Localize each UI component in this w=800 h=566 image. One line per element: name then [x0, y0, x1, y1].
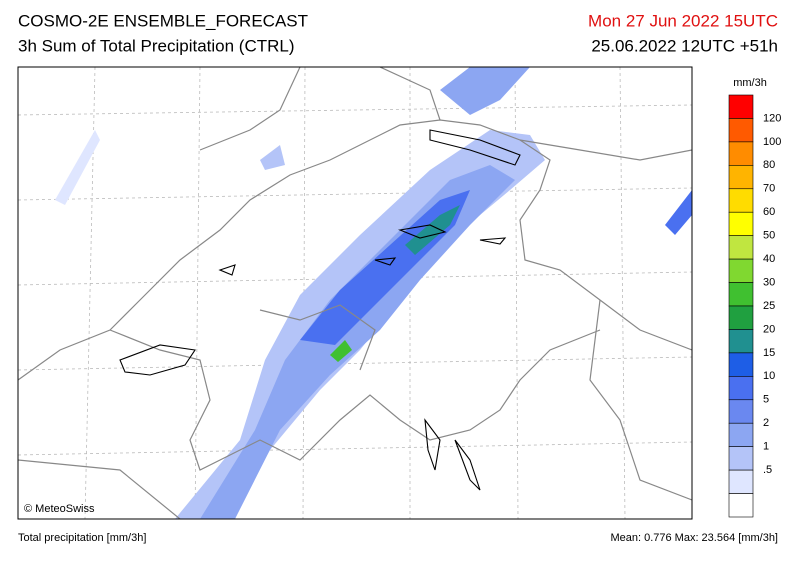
title: COSMO-2E ENSEMBLE_FORECAST [18, 11, 308, 30]
legend-label: 2 [763, 417, 769, 429]
legend-swatch [728, 235, 754, 260]
legend-label: 40 [763, 253, 775, 265]
legend-swatch [728, 188, 754, 213]
legend-swatch [728, 352, 754, 377]
legend-swatch [728, 94, 754, 119]
legend-swatch [728, 282, 754, 307]
legend-unit: mm/3h [733, 77, 767, 89]
legend-label: 80 [763, 159, 775, 171]
legend-swatch [728, 141, 754, 166]
legend-label: 10 [763, 370, 775, 382]
legend-swatch [728, 258, 754, 283]
valid-time: Mon 27 Jun 2022 15UTC [588, 11, 778, 30]
legend-swatch [728, 329, 754, 354]
legend-swatch [728, 493, 754, 518]
legend-label: 5 [763, 394, 769, 406]
legend-label: 60 [763, 206, 775, 218]
legend-swatch [728, 422, 754, 447]
legend-label: 15 [763, 347, 775, 359]
footer-left: Total precipitation [mm/3h] [18, 532, 146, 544]
legend: mm/3h 120 100 80 70 60 50 40 30 25 20 15 10 5 2 1 .5 [728, 77, 781, 518]
footer-right: Mean: 0.776 Max: 23.564 [mm/3h] [610, 532, 778, 544]
legend-swatch [728, 165, 754, 190]
legend-swatch [728, 305, 754, 330]
legend-label: 1 [763, 441, 769, 453]
legend-label: 25 [763, 300, 775, 312]
legend-label: 30 [763, 276, 775, 288]
subtitle: 3h Sum of Total Precipitation (CTRL) [18, 36, 295, 55]
legend-label: 20 [763, 323, 775, 335]
map: © MeteoSwiss [17, 66, 693, 520]
legend-swatch [728, 469, 754, 494]
legend-label: 120 [763, 112, 781, 124]
precipitation [55, 67, 692, 519]
legend-swatch [728, 446, 754, 471]
legend-label: 70 [763, 183, 775, 195]
legend-label: 50 [763, 230, 775, 242]
legend-swatch [728, 399, 754, 424]
run-time: 25.06.2022 12UTC +51h [591, 36, 778, 55]
borders [18, 67, 692, 519]
copyright: © MeteoSwiss [24, 503, 95, 515]
legend-swatch [728, 118, 754, 143]
legend-label: .5 [763, 464, 772, 476]
legend-swatch [728, 211, 754, 236]
legend-label: 100 [763, 136, 781, 148]
legend-swatch [728, 376, 754, 401]
lakes [119, 129, 521, 491]
